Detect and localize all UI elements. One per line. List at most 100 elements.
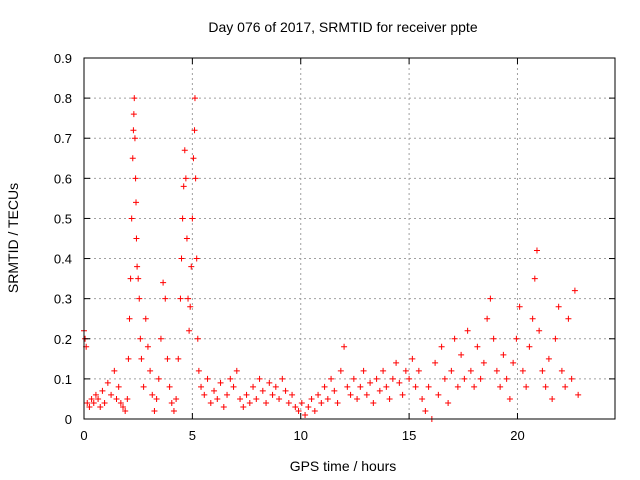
data-point [133, 235, 140, 242]
y-tick-label: 0.7 [54, 131, 72, 146]
data-point [311, 407, 318, 414]
data-point [506, 395, 513, 402]
data-point [142, 315, 149, 322]
data-point [95, 395, 102, 402]
data-point [194, 335, 201, 342]
data-point [337, 367, 344, 374]
data-point [298, 399, 305, 406]
data-point [180, 183, 187, 190]
data-point [136, 295, 143, 302]
data-point [331, 387, 338, 394]
data-point [370, 399, 377, 406]
data-point [432, 359, 439, 366]
data-point [529, 315, 536, 322]
data-point [425, 383, 432, 390]
data-point [182, 175, 189, 182]
data-point [295, 407, 302, 414]
data-point [389, 375, 396, 382]
x-tick-label: 10 [294, 428, 308, 443]
data-point [233, 367, 240, 374]
data-point [493, 367, 500, 374]
data-point [549, 395, 556, 402]
y-tick-label: 0.2 [54, 332, 72, 347]
data-point [204, 375, 211, 382]
data-point [240, 403, 247, 410]
x-tick-label: 0 [80, 428, 87, 443]
data-point [168, 399, 175, 406]
data-point [461, 375, 468, 382]
data-point [157, 335, 164, 342]
data-point [289, 391, 296, 398]
data-point [399, 391, 406, 398]
data-point [324, 395, 331, 402]
data-point [279, 375, 286, 382]
data-point [193, 255, 200, 262]
data-point [151, 407, 158, 414]
data-point [132, 175, 139, 182]
data-point [128, 215, 135, 222]
data-point [164, 355, 171, 362]
data-point [117, 399, 124, 406]
data-point [341, 343, 348, 350]
data-point [113, 395, 120, 402]
data-point [137, 335, 144, 342]
y-tick-label: 0.9 [54, 51, 72, 66]
data-point [198, 383, 205, 390]
y-axis-label: SRMTID / TECUs [5, 183, 21, 293]
data-point [88, 395, 95, 402]
data-point [195, 367, 202, 374]
data-point [130, 111, 137, 118]
data-point [539, 367, 546, 374]
data-point [533, 247, 540, 254]
data-point [237, 395, 244, 402]
data-point [160, 279, 167, 286]
data-point [285, 399, 292, 406]
data-point [328, 375, 335, 382]
data-point [173, 395, 180, 402]
data-point [526, 343, 533, 350]
data-point [480, 359, 487, 366]
data-point [363, 391, 370, 398]
data-point [243, 391, 250, 398]
data-point [207, 399, 214, 406]
data-point [190, 155, 197, 162]
data-point [122, 407, 129, 414]
data-point [186, 327, 193, 334]
data-point [99, 387, 106, 394]
data-point [402, 367, 409, 374]
data-point [127, 275, 134, 282]
data-point [536, 327, 543, 334]
data-point [276, 395, 283, 402]
data-point [101, 399, 108, 406]
data-point [135, 275, 142, 282]
data-point [321, 383, 328, 390]
x-tick-label: 15 [402, 428, 416, 443]
data-point [500, 351, 507, 358]
data-point [86, 403, 93, 410]
data-point [575, 391, 582, 398]
data-point [175, 355, 182, 362]
data-point [474, 343, 481, 350]
data-point [484, 315, 491, 322]
data-point [350, 375, 357, 382]
data-point [373, 375, 380, 382]
data-point [185, 295, 192, 302]
data-point [510, 359, 517, 366]
data-point [523, 383, 530, 390]
data-point [438, 343, 445, 350]
data-point [545, 355, 552, 362]
data-point [409, 355, 416, 362]
data-point [435, 391, 442, 398]
data-point [134, 263, 141, 270]
data-point [412, 383, 419, 390]
y-tick-label: 0.4 [54, 252, 72, 267]
data-point [201, 391, 208, 398]
data-point [183, 235, 190, 242]
data-point [393, 359, 400, 366]
data-point [131, 95, 138, 102]
y-tick-label: 0 [65, 412, 72, 427]
points-layer [81, 95, 582, 422]
data-point [250, 383, 257, 390]
